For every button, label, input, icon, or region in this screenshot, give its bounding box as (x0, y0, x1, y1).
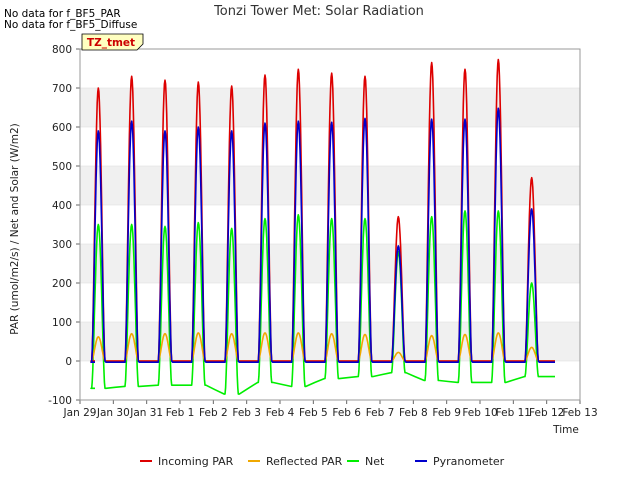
x-tick-label: Feb 10 (462, 407, 497, 419)
legend-label-pyranometer: Pyranometer (433, 455, 505, 468)
grid-band (80, 322, 580, 361)
no-data-note-diffuse: No data for f_BF5_Diffuse (4, 19, 138, 31)
x-tick-label: Feb 13 (562, 407, 597, 419)
y-tick-label: -100 (48, 395, 72, 407)
series-lines (90, 58, 555, 395)
x-tick-label: Feb 7 (366, 407, 395, 419)
legend-label-net: Net (365, 455, 385, 468)
x-tick-label: Jan 31 (129, 407, 163, 419)
y-axis-ticks: -100 0 100 200 300 400 500 600 700 800 (48, 44, 80, 407)
y-tick-label: 600 (52, 122, 72, 134)
x-tick-label: Feb 8 (399, 407, 428, 419)
no-data-note-par: No data for f_BF5_PAR (4, 8, 121, 20)
x-tick-label: Jan 29 (63, 407, 97, 419)
y-tick-label: 200 (52, 278, 72, 290)
x-tick-label: Feb 12 (529, 407, 564, 419)
series-line-pyranometer (90, 107, 555, 363)
x-tick-label: Feb 3 (232, 407, 261, 419)
chart-title: Tonzi Tower Met: Solar Radiation (213, 4, 424, 19)
x-tick-label: Feb 9 (432, 407, 461, 419)
x-tick-label: Jan 30 (96, 407, 130, 419)
y-tick-label: 400 (52, 200, 72, 212)
x-tick-label: Feb 2 (199, 407, 228, 419)
x-axis-label: Time (552, 424, 579, 436)
x-tick-label: Feb 6 (332, 407, 361, 419)
y-tick-label: 300 (52, 239, 72, 251)
plot-frame (79, 48, 581, 401)
y-axis-label: PAR (umol/m2/s) / Net and Solar (W/m2) (9, 123, 21, 335)
x-tick-label: Feb 4 (266, 407, 295, 419)
legend-label-incoming: Incoming PAR (158, 455, 234, 468)
y-tick-label: 800 (52, 44, 72, 56)
legend-label-reflected: Reflected PAR (266, 455, 343, 468)
y-tick-label: 500 (52, 161, 72, 173)
annotation-label: TZ_tmet (87, 37, 135, 49)
x-tick-label: Feb 5 (299, 407, 328, 419)
y-tick-label: 0 (65, 356, 72, 368)
legend: Incoming PAR Reflected PAR Net Pyranometer (140, 455, 505, 468)
series-line-net (90, 210, 555, 395)
y-tick-label: 700 (52, 83, 72, 95)
x-axis-ticks: Jan 29 Jan 30 Jan 31 Feb 1 Feb 2 Feb 3 Feb 4 Fe… (63, 400, 598, 419)
annotation-box: TZ_tmet (81, 33, 144, 51)
y-tick-label: 100 (52, 317, 72, 329)
x-tick-label: Feb 11 (496, 407, 531, 419)
x-tick-label: Feb 1 (166, 407, 195, 419)
